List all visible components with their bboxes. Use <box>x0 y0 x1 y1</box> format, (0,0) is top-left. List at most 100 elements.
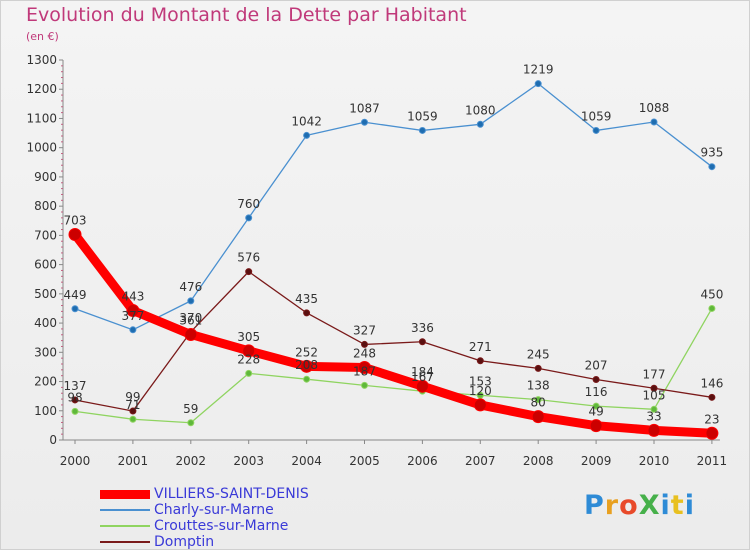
data-point <box>361 340 368 348</box>
y-tick-label: 700 <box>34 228 57 242</box>
data-label: 1080 <box>465 103 496 117</box>
data-labels: 703 443 361 305 252 248 184 120 80 49 33 23 449 377 47… <box>64 63 724 427</box>
data-label: 99 <box>125 390 140 404</box>
data-point <box>415 379 429 393</box>
data-label: 80 <box>531 396 546 410</box>
data-label: 576 <box>237 251 260 265</box>
y-tick-label: 200 <box>34 375 57 389</box>
data-label: 248 <box>353 347 376 361</box>
y-tick-label: 600 <box>34 258 57 272</box>
y-tick-label: 1300 <box>26 53 57 67</box>
x-tick-label: 2003 <box>233 454 264 468</box>
data-label: 153 <box>469 374 492 388</box>
data-point <box>71 396 79 404</box>
data-label: 120 <box>469 384 492 398</box>
data-point <box>708 393 716 401</box>
data-label: 760 <box>237 197 260 211</box>
data-label: 146 <box>700 376 723 390</box>
data-label: 98 <box>67 390 82 404</box>
data-label: 116 <box>585 385 608 399</box>
chart-title: Evolution du Montant de la Dette par Hab… <box>26 4 467 26</box>
data-label: 1219 <box>523 63 554 77</box>
data-point <box>476 391 484 399</box>
data-label: 137 <box>64 379 87 393</box>
data-label: 167 <box>411 370 434 384</box>
series-layer <box>68 80 719 440</box>
data-point <box>708 304 716 312</box>
data-point <box>303 375 311 383</box>
data-label: 187 <box>353 364 376 378</box>
data-point <box>303 309 311 317</box>
data-point <box>708 163 716 171</box>
data-point <box>245 214 253 222</box>
data-point <box>71 407 79 415</box>
x-tick-label: 2000 <box>60 454 91 468</box>
logo-letter: t <box>670 490 685 521</box>
data-point <box>184 327 198 341</box>
data-point <box>476 120 484 128</box>
data-label: 361 <box>179 313 202 327</box>
x-tick-label: 2004 <box>291 454 322 468</box>
data-label: 476 <box>179 280 202 294</box>
logo-letter: o <box>619 490 639 521</box>
y-tick-label: 300 <box>34 345 57 359</box>
data-point <box>71 305 79 313</box>
series-domptin <box>71 268 716 415</box>
data-point <box>534 396 542 404</box>
data-label: 208 <box>295 358 318 372</box>
legend-swatch <box>100 525 150 527</box>
x-tick-label: 2002 <box>176 454 207 468</box>
series-line <box>74 307 713 424</box>
data-label: 449 <box>64 288 87 302</box>
x-tick-label: 2011 <box>697 454 728 468</box>
logo-letter: i <box>660 490 671 521</box>
data-label: 71 <box>125 398 140 412</box>
data-point <box>68 228 82 242</box>
data-point <box>187 297 195 305</box>
data-label: 327 <box>353 323 376 337</box>
logo-letter: X <box>638 490 661 521</box>
data-point <box>129 407 137 415</box>
proxiti-logo: ProXiti <box>584 490 695 521</box>
data-point <box>476 357 484 365</box>
data-point <box>300 359 314 373</box>
data-point <box>129 326 137 334</box>
y-tick-label: 400 <box>34 316 57 330</box>
x-tick-label: 2001 <box>118 454 149 468</box>
data-point <box>245 268 253 276</box>
logo-letter: i <box>684 490 695 521</box>
data-label: 138 <box>527 379 550 393</box>
legend-swatch <box>100 509 150 511</box>
data-label: 377 <box>121 309 144 323</box>
data-point <box>531 410 545 424</box>
data-label: 271 <box>469 340 492 354</box>
legend-label: Charly-sur-Marne <box>154 502 274 518</box>
data-label: 305 <box>237 330 260 344</box>
data-label: 33 <box>646 409 661 423</box>
data-point <box>647 423 661 437</box>
axes: 0 100 200 300 400 500 600 700 800 900 1000 1100 1200… <box>26 53 727 468</box>
series-charly-sur-marne <box>71 80 716 334</box>
data-label: 1042 <box>291 114 322 128</box>
y-tick-label: 500 <box>34 287 57 301</box>
data-label: 1059 <box>407 109 438 123</box>
x-tick-label: 2009 <box>581 454 612 468</box>
data-label: 207 <box>585 358 608 372</box>
data-point <box>187 419 195 427</box>
data-label: 23 <box>704 412 719 426</box>
chart-subtitle: (en €) <box>26 30 59 43</box>
data-label: 1087 <box>349 101 380 115</box>
data-point <box>589 419 603 433</box>
y-tick-label: 800 <box>34 199 57 213</box>
data-label: 443 <box>121 290 144 304</box>
data-label: 252 <box>295 345 318 359</box>
data-point <box>358 361 371 375</box>
y-tick-label: 1100 <box>26 111 57 125</box>
y-tick-label: 900 <box>34 170 57 184</box>
x-tick-label: 2008 <box>523 454 554 468</box>
legend-swatch <box>100 541 150 543</box>
x-tick-label: 2007 <box>465 454 496 468</box>
data-point <box>418 338 426 346</box>
